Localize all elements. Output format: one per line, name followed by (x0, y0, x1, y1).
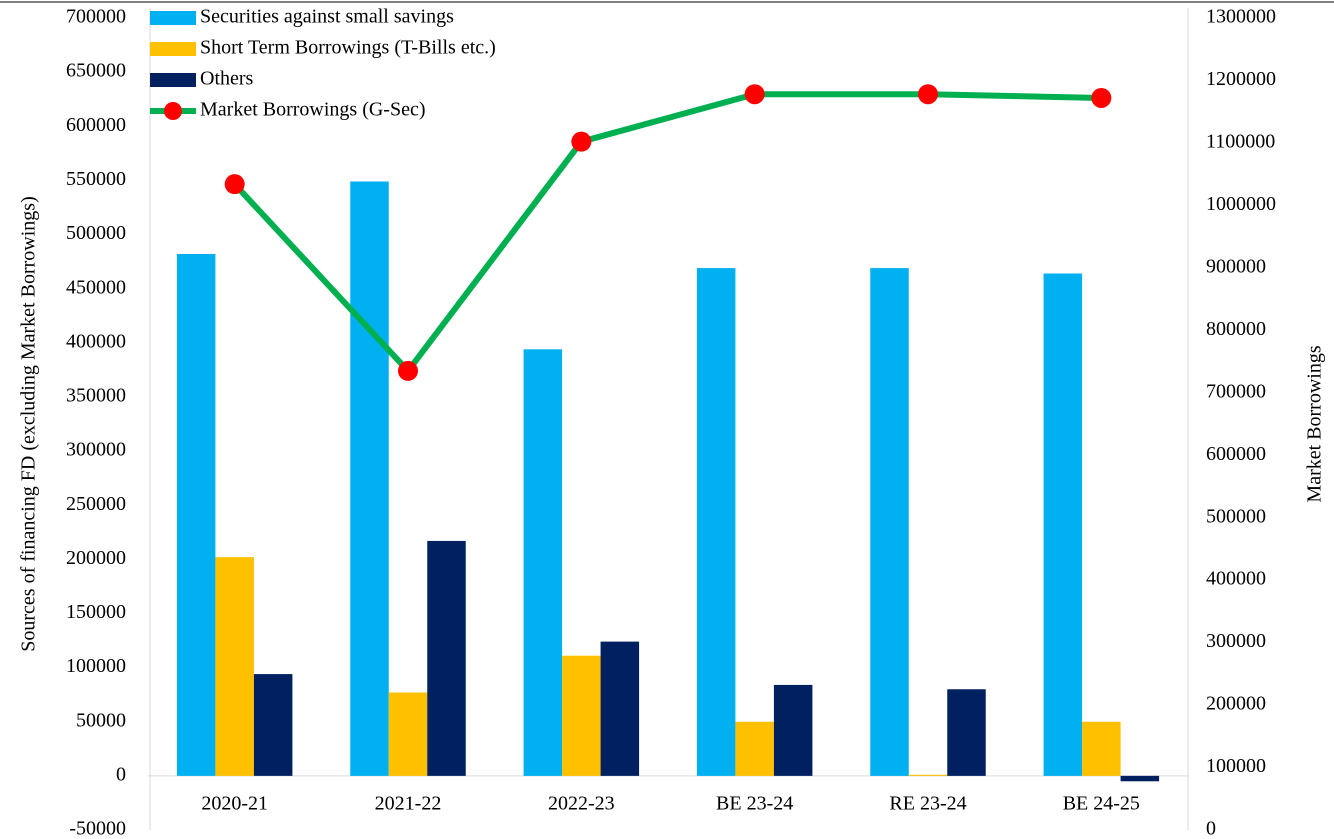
y2-tick-label: 1000000 (1206, 193, 1276, 215)
bar (215, 557, 254, 776)
y2-tick-label: 600000 (1206, 443, 1266, 465)
bar (523, 349, 563, 776)
bar (388, 692, 428, 776)
y-tick-label: 300000 (66, 439, 126, 461)
bar (696, 268, 736, 776)
marker (571, 131, 592, 152)
y-tick-label: 550000 (66, 168, 126, 190)
bar (1120, 775, 1160, 782)
bar (1043, 273, 1083, 776)
y2-tick-label: 700000 (1206, 380, 1266, 402)
marker (224, 174, 245, 195)
bar (350, 181, 389, 776)
bar (600, 641, 640, 776)
legend-label: Market Borrowings (G-Sec) (200, 99, 426, 121)
legend-swatch (150, 73, 196, 87)
y2-tick-label: 500000 (1206, 505, 1266, 527)
y-tick-label: 600000 (66, 114, 126, 136)
y-tick-label: 350000 (66, 385, 126, 407)
y-tick-label: 100000 (66, 655, 126, 677)
y2-tick-label: 100000 (1206, 755, 1266, 777)
bar (1082, 721, 1121, 776)
y2-tick-label: 800000 (1206, 318, 1266, 340)
y2-tick-label: 1200000 (1206, 68, 1276, 90)
y2-tick-label: 900000 (1206, 255, 1266, 277)
x-tick-label: BE 24-25 (1063, 793, 1140, 815)
y-tick-label: -50000 (69, 818, 126, 839)
x-tick-label: BE 23-24 (716, 793, 793, 815)
y-tick-label: 150000 (66, 601, 126, 623)
legend-marker (164, 102, 182, 120)
y2-tick-label: 300000 (1206, 630, 1266, 652)
x-tick-label: RE 23-24 (889, 793, 966, 815)
bar (908, 774, 948, 776)
y-tick-label: 650000 (66, 60, 126, 82)
y-tick-label: 500000 (66, 222, 126, 244)
bar (562, 655, 601, 776)
bar (253, 674, 293, 776)
x-tick-label: 2020-21 (201, 793, 268, 815)
y-tick-label: 200000 (66, 547, 126, 569)
y2-tick-label: 200000 (1206, 693, 1266, 715)
line (232, 91, 1102, 376)
legend-label: Others (200, 68, 254, 90)
marker (918, 84, 938, 105)
y-tick-label: 400000 (66, 330, 126, 352)
bar (773, 684, 813, 776)
bar (735, 721, 774, 776)
y-tick-label: 0 (116, 763, 126, 785)
y-tick-label: 450000 (66, 276, 126, 298)
bar (176, 254, 216, 776)
bar (870, 268, 909, 776)
legend-swatch (150, 11, 196, 25)
marker (1091, 87, 1112, 108)
y-tick-label: 700000 (66, 6, 126, 28)
marker (744, 84, 765, 105)
y2-tick-label: 0 (1206, 818, 1216, 839)
y-tick-label: 50000 (76, 709, 126, 731)
legend-swatch (150, 42, 196, 56)
bar (427, 540, 466, 776)
y2-axis-label: Market Borrowings (1304, 345, 1326, 502)
y2-tick-label: 1300000 (1206, 6, 1276, 28)
x-tick-label: 2022-23 (548, 793, 615, 815)
marker (398, 360, 418, 381)
x-tick-label: 2021-22 (375, 793, 442, 815)
bar (947, 689, 986, 776)
legend-label: Short Term Borrowings (T-Bills etc.) (200, 37, 496, 59)
y-tick-label: 250000 (66, 493, 126, 515)
legend-label: Securities against small savings (200, 6, 454, 28)
y2-tick-label: 1100000 (1206, 131, 1275, 153)
y2-tick-label: 400000 (1206, 568, 1266, 590)
y-axis-label: Sources of financing FD (excluding Marke… (18, 196, 40, 651)
